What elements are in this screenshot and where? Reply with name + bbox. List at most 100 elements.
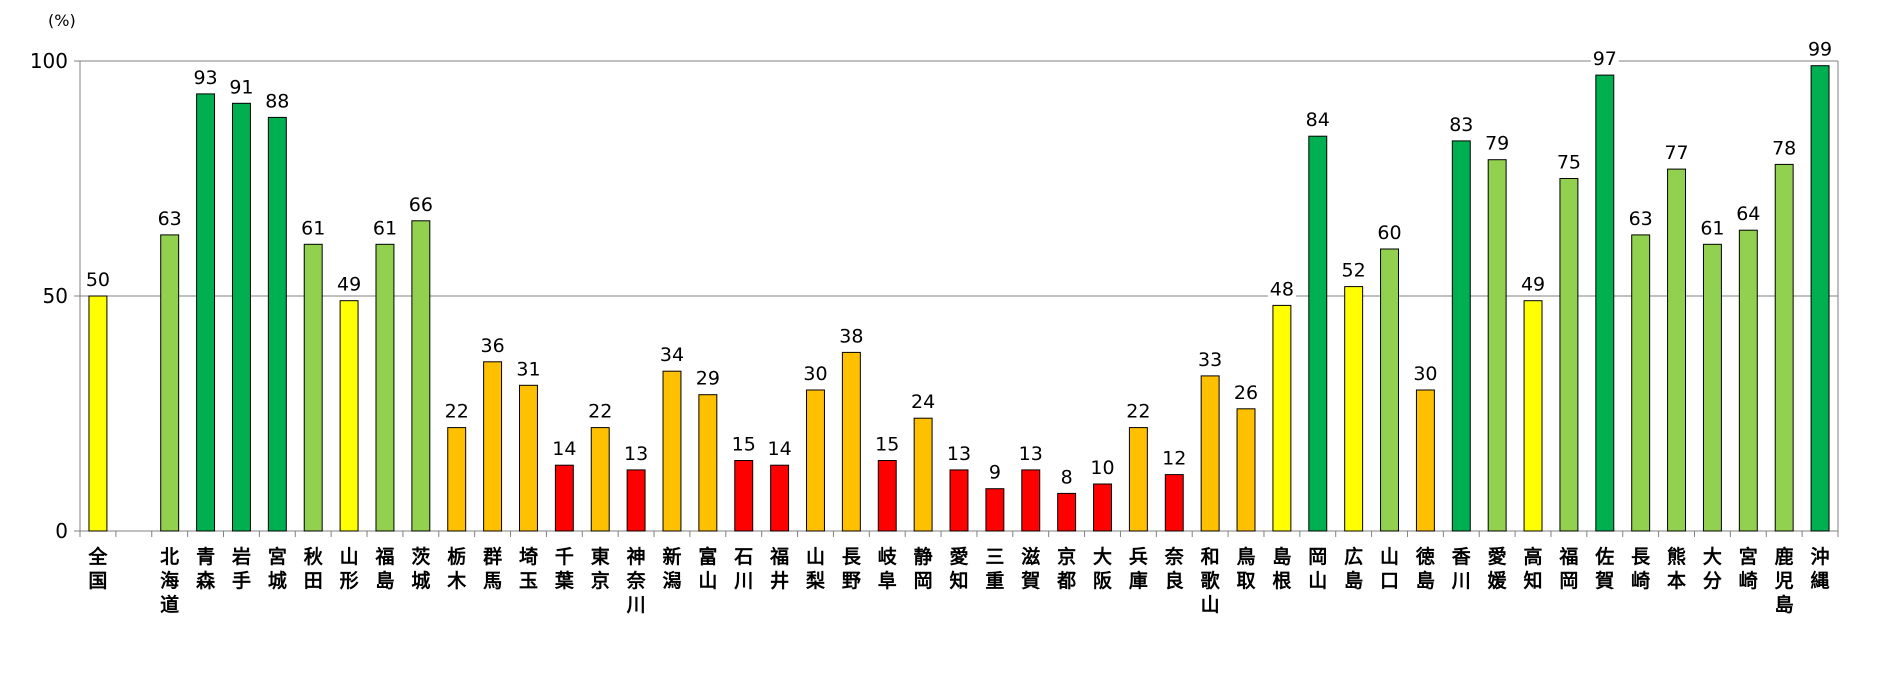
bar-奈良 [1164,474,1184,532]
bar-千葉 [554,464,574,532]
data-label-鹿児島: 78 [1772,137,1796,159]
category-label-岡山: 岡山 [1308,546,1327,592]
data-label-background [227,75,256,98]
bar-高知 [1523,300,1543,532]
category-label-広島: 広島 [1344,545,1363,592]
bar-岡山 [1308,135,1328,532]
category-label-和歌山: 和歌山 [1201,545,1221,616]
data-label-background [1770,136,1799,159]
data-label-全国: 50 [86,269,110,291]
data-label-京都: 8 [1061,466,1073,488]
bar-京都 [1057,492,1077,532]
category-label-神奈川: 神奈川 [626,545,647,616]
data-label-background [1411,362,1440,384]
category-label-京都: 京都 [1056,545,1076,592]
y-tick-label-100: 100 [30,49,68,73]
bar-神奈川 [626,469,646,532]
bars [88,65,1830,532]
data-label-長崎: 63 [1629,208,1653,230]
category-label-長崎: 長崎 [1631,546,1651,592]
category-label-島根: 島根 [1272,545,1291,592]
bar-秋田 [303,243,323,532]
bar-福島 [375,243,395,532]
data-label-熊本: 77 [1664,142,1688,164]
data-label-background [406,192,435,215]
data-label-福岡: 75 [1557,152,1581,174]
category-label-愛知: 愛知 [949,546,968,592]
data-label-background [986,460,1003,483]
data-label-background [1375,221,1404,243]
bar-山梨 [806,389,825,532]
category-label-富山: 富山 [698,545,717,592]
data-label-background [1662,141,1691,164]
data-label-background [335,272,364,295]
category-label-鹿児島: 鹿児島 [1774,545,1794,616]
data-label-島根: 48 [1270,278,1294,300]
category-label-山口: 山口 [1380,546,1399,592]
category-label-兵庫: 兵庫 [1129,546,1148,592]
y-tick-labels: 0 50 100 [30,49,68,543]
data-label-埼玉: 31 [516,358,540,380]
data-label-background [191,65,220,88]
bar-宮崎 [1738,229,1758,532]
bar-和歌山 [1200,375,1220,532]
category-label-山形: 山形 [340,546,359,592]
category-label-高知: 高知 [1524,545,1543,592]
category-label-東京: 東京 [591,545,610,592]
category-label-滋賀: 滋賀 [1020,545,1040,592]
category-label-大分: 大分 [1703,545,1722,592]
data-label-background [1232,380,1261,403]
data-label-大阪: 10 [1090,457,1114,479]
data-label-background [909,390,938,413]
data-label-background [657,343,686,366]
category-label-埼玉: 埼玉 [519,545,538,592]
bar-群馬 [483,361,503,532]
data-label-background [1734,202,1763,225]
data-label-愛知: 13 [947,443,971,465]
category-label-新潟: 新潟 [662,545,681,592]
bar-福井 [770,464,790,532]
bar-青森 [196,93,216,532]
data-label-神奈川: 13 [624,443,648,465]
data-label-広島: 52 [1342,260,1366,282]
data-label-background [1519,272,1548,295]
bar-大分 [1702,243,1722,532]
category-label-福島: 福島 [374,545,394,592]
category-label-岐阜: 岐阜 [878,546,898,592]
category-label-徳島: 徳島 [1415,545,1435,592]
bar-岩手 [231,102,251,532]
data-label-background [478,333,507,356]
bar-佐賀 [1595,74,1615,532]
category-label-鳥取: 鳥取 [1237,545,1256,592]
data-labels: 50 63 93 91 88 61 49 61 66 22 36 31 14 22 13 34 29 15 14 30… [83,37,1835,488]
data-label-大分: 61 [1700,217,1724,239]
category-label-愛媛: 愛媛 [1487,546,1508,592]
bar-山口 [1380,248,1400,532]
data-label-愛媛: 79 [1485,133,1509,155]
bar-熊本 [1667,168,1687,532]
category-label-大阪: 大阪 [1093,545,1113,592]
data-label-鳥取: 26 [1234,382,1258,404]
data-label-background [155,206,184,229]
bar-徳島 [1415,389,1435,532]
data-label-background [837,324,866,347]
category-label-群馬: 群馬 [482,545,502,592]
bar-全国 [88,295,108,532]
data-label-background [1590,47,1619,70]
data-label-富山: 29 [696,368,720,390]
bar-山形 [339,300,359,532]
y-tick-label-50: 50 [43,284,68,308]
data-label-秋田: 61 [301,217,325,239]
bar-北海道 [160,234,180,532]
category-label-三重: 三重 [985,546,1004,592]
category-label-茨城: 茨城 [411,545,430,592]
data-label-background [299,216,328,239]
bar-兵庫 [1128,427,1148,532]
data-label-岐阜: 15 [875,434,899,456]
bar-宮城 [267,116,287,532]
bar-沖縄 [1810,65,1830,532]
data-label-山口: 60 [1377,222,1401,244]
bar-香川 [1451,140,1471,532]
category-labels: 全国 北海道青森岩手宮城秋田山形福島茨城栃木群馬埼玉千葉東京神奈川新潟富山石川福井… [87,545,1829,616]
data-label-千葉: 14 [552,438,576,460]
